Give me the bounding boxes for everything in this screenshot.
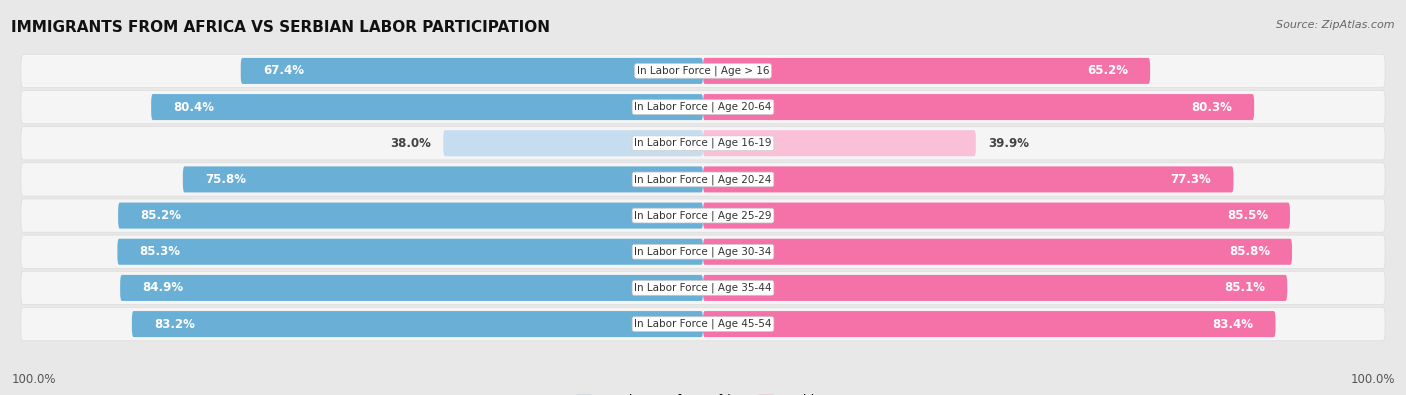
FancyBboxPatch shape — [703, 203, 1289, 229]
Text: IMMIGRANTS FROM AFRICA VS SERBIAN LABOR PARTICIPATION: IMMIGRANTS FROM AFRICA VS SERBIAN LABOR … — [11, 20, 550, 35]
FancyBboxPatch shape — [21, 90, 1385, 124]
Text: 100.0%: 100.0% — [11, 373, 56, 386]
FancyBboxPatch shape — [21, 199, 1385, 232]
Text: 83.2%: 83.2% — [153, 318, 195, 331]
FancyBboxPatch shape — [703, 58, 1150, 84]
FancyBboxPatch shape — [21, 54, 1385, 88]
Text: 80.4%: 80.4% — [173, 101, 214, 114]
Text: 65.2%: 65.2% — [1087, 64, 1128, 77]
FancyBboxPatch shape — [152, 94, 703, 120]
Text: In Labor Force | Age 20-24: In Labor Force | Age 20-24 — [634, 174, 772, 185]
Text: 85.2%: 85.2% — [141, 209, 181, 222]
FancyBboxPatch shape — [703, 275, 1288, 301]
FancyBboxPatch shape — [703, 166, 1233, 192]
FancyBboxPatch shape — [443, 130, 703, 156]
Text: 75.8%: 75.8% — [205, 173, 246, 186]
Text: 85.5%: 85.5% — [1227, 209, 1268, 222]
Text: 83.4%: 83.4% — [1212, 318, 1254, 331]
FancyBboxPatch shape — [21, 235, 1385, 268]
Text: 67.4%: 67.4% — [263, 64, 304, 77]
FancyBboxPatch shape — [120, 275, 703, 301]
Text: 84.9%: 84.9% — [142, 281, 183, 294]
Text: 39.9%: 39.9% — [988, 137, 1029, 150]
FancyBboxPatch shape — [240, 58, 703, 84]
Text: In Labor Force | Age > 16: In Labor Force | Age > 16 — [637, 66, 769, 76]
FancyBboxPatch shape — [703, 130, 976, 156]
Text: 85.8%: 85.8% — [1229, 245, 1270, 258]
FancyBboxPatch shape — [703, 94, 1254, 120]
FancyBboxPatch shape — [703, 239, 1292, 265]
Text: 77.3%: 77.3% — [1171, 173, 1212, 186]
Text: 85.3%: 85.3% — [139, 245, 180, 258]
Text: 85.1%: 85.1% — [1225, 281, 1265, 294]
Text: 80.3%: 80.3% — [1191, 101, 1232, 114]
FancyBboxPatch shape — [21, 163, 1385, 196]
FancyBboxPatch shape — [132, 311, 703, 337]
Legend: Immigrants from Africa, Serbian: Immigrants from Africa, Serbian — [575, 394, 831, 395]
Text: In Labor Force | Age 25-29: In Labor Force | Age 25-29 — [634, 210, 772, 221]
Text: In Labor Force | Age 20-64: In Labor Force | Age 20-64 — [634, 102, 772, 112]
FancyBboxPatch shape — [118, 239, 703, 265]
Text: In Labor Force | Age 30-34: In Labor Force | Age 30-34 — [634, 246, 772, 257]
Text: In Labor Force | Age 16-19: In Labor Force | Age 16-19 — [634, 138, 772, 149]
Text: In Labor Force | Age 45-54: In Labor Force | Age 45-54 — [634, 319, 772, 329]
FancyBboxPatch shape — [21, 271, 1385, 305]
Text: 38.0%: 38.0% — [389, 137, 430, 150]
Text: 100.0%: 100.0% — [1350, 373, 1395, 386]
Text: Source: ZipAtlas.com: Source: ZipAtlas.com — [1277, 20, 1395, 30]
Text: In Labor Force | Age 35-44: In Labor Force | Age 35-44 — [634, 283, 772, 293]
FancyBboxPatch shape — [703, 311, 1275, 337]
FancyBboxPatch shape — [21, 307, 1385, 341]
FancyBboxPatch shape — [118, 203, 703, 229]
FancyBboxPatch shape — [21, 127, 1385, 160]
FancyBboxPatch shape — [183, 166, 703, 192]
